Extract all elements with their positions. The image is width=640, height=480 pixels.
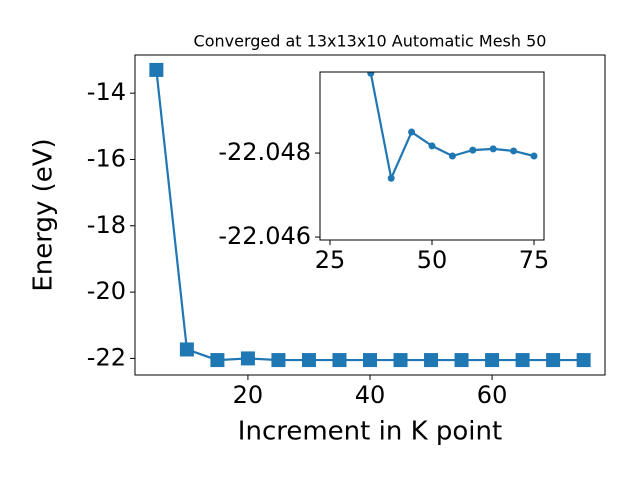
marker bbox=[240, 351, 255, 366]
series-group bbox=[367, 72, 538, 182]
marker bbox=[515, 353, 530, 368]
series-group bbox=[149, 62, 591, 368]
y-tick-label: -16 bbox=[87, 144, 126, 172]
y-tick-label: -14 bbox=[87, 78, 126, 106]
y-tick-label: -22.046 bbox=[218, 222, 311, 250]
y-tick-label: -20 bbox=[87, 277, 126, 305]
x-tick-label: 40 bbox=[355, 381, 386, 409]
y-tick-label: -18 bbox=[87, 211, 126, 239]
marker bbox=[179, 342, 194, 357]
marker bbox=[363, 353, 377, 368]
marker bbox=[367, 72, 375, 77]
y-tick-label: -22.048 bbox=[218, 138, 311, 166]
x-tick-label: 25 bbox=[315, 246, 346, 274]
marker bbox=[424, 353, 439, 368]
x-tick-label: 75 bbox=[519, 246, 550, 274]
marker bbox=[393, 353, 408, 368]
x-axis-label: Increment in K point bbox=[238, 417, 502, 447]
marker bbox=[510, 147, 518, 155]
marker bbox=[332, 353, 347, 368]
marker bbox=[546, 353, 561, 368]
marker bbox=[485, 353, 500, 368]
marker bbox=[530, 152, 538, 160]
marker bbox=[576, 353, 591, 368]
marker bbox=[149, 62, 164, 77]
x-tick-label: 50 bbox=[417, 246, 448, 274]
marker bbox=[271, 353, 286, 368]
marker bbox=[210, 353, 225, 368]
x-tick-label: 20 bbox=[233, 381, 264, 409]
axes-frame bbox=[134, 54, 606, 376]
marker bbox=[408, 128, 416, 136]
marker bbox=[387, 174, 395, 182]
marker bbox=[489, 145, 497, 153]
marker bbox=[448, 152, 456, 160]
plot-area bbox=[320, 72, 544, 240]
x-tick-label: 60 bbox=[477, 381, 508, 409]
chart-title: Converged at 13x13x10 Automatic Mesh 50 bbox=[194, 32, 547, 51]
y-tick-label: -22 bbox=[87, 343, 126, 371]
marker bbox=[469, 146, 477, 154]
y-axis-label: Energy (eV) bbox=[29, 138, 59, 291]
marker bbox=[454, 353, 469, 368]
marker bbox=[301, 353, 316, 368]
axes-frame bbox=[319, 71, 545, 241]
marker bbox=[428, 142, 436, 150]
